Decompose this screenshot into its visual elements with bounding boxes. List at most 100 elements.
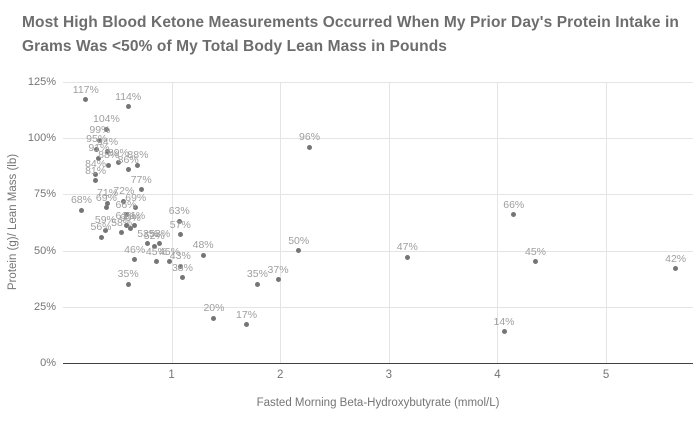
- x-axis-tick-label: 4: [494, 369, 501, 381]
- data-point: [119, 230, 125, 236]
- data-point-label: 86%: [117, 153, 139, 166]
- data-point-label: 59%: [94, 214, 116, 227]
- data-point-label: 35%: [117, 268, 139, 281]
- data-point: [200, 252, 206, 258]
- data-point: [105, 149, 111, 155]
- data-point: [125, 104, 131, 110]
- data-point-label: 61%: [115, 209, 137, 222]
- data-point-label: 94%: [97, 135, 119, 148]
- data-point: [157, 241, 163, 247]
- gridline-vertical: [280, 82, 282, 363]
- data-point-label: 88%: [98, 149, 120, 162]
- data-point-label: 57%: [169, 218, 191, 231]
- data-point-label: 48%: [192, 239, 214, 252]
- data-point-label: 38%: [171, 261, 193, 274]
- data-point-label: 61%: [124, 209, 146, 222]
- data-point-label: 63%: [168, 205, 190, 218]
- data-point: [102, 227, 108, 233]
- data-point-label: 50%: [288, 234, 310, 247]
- data-point-label: 53%: [137, 227, 159, 240]
- data-point-label: 95%: [86, 133, 108, 146]
- data-point: [176, 218, 182, 224]
- y-axis-tick-label: 25%: [33, 300, 56, 313]
- data-point: [127, 225, 133, 231]
- data-point: [138, 187, 144, 193]
- data-point-label: 35%: [246, 268, 268, 281]
- data-point-label: 60%: [119, 212, 141, 225]
- data-point-label: 114%: [115, 90, 142, 103]
- data-point: [177, 232, 183, 238]
- gridline-vertical: [606, 82, 608, 363]
- data-point: [177, 263, 183, 269]
- data-point-label: 99%: [89, 124, 111, 137]
- data-point: [93, 178, 99, 184]
- x-axis-tick-label: 2: [277, 369, 284, 381]
- data-point-label: 45%: [158, 245, 180, 258]
- x-axis-tick-label: 5: [602, 369, 610, 381]
- gridline-horizontal: [63, 194, 693, 196]
- data-point: [244, 322, 250, 328]
- data-point: [501, 329, 507, 335]
- gridline-horizontal: [63, 138, 693, 140]
- data-point-label: 52%: [143, 230, 165, 243]
- data-point: [151, 243, 157, 249]
- y-axis-tick-label: 125%: [27, 76, 56, 88]
- data-point-label: 69%: [95, 191, 117, 204]
- data-point-label: 69%: [125, 191, 147, 204]
- x-axis-title: Fasted Morning Beta-Hydroxybutyrate (mmo…: [256, 397, 500, 409]
- data-point: [96, 155, 102, 161]
- x-axis-tick-label: 1: [168, 369, 175, 381]
- data-point: [296, 248, 302, 254]
- data-point: [78, 207, 84, 213]
- data-point: [145, 241, 151, 247]
- data-point-label: 43%: [169, 250, 191, 263]
- data-point-label: 45%: [524, 245, 547, 258]
- data-point-label: 71%: [97, 187, 119, 200]
- data-point: [166, 259, 172, 265]
- data-point-label: 77%: [130, 173, 152, 186]
- data-point-label: 46%: [124, 243, 146, 256]
- data-point-label: 47%: [396, 241, 418, 254]
- data-point: [98, 234, 104, 240]
- y-axis-tick-label: 100%: [27, 132, 56, 145]
- data-point-label: 84%: [85, 158, 107, 171]
- data-point: [103, 205, 109, 211]
- gridline-horizontal: [63, 82, 693, 83]
- data-point-label: 53%: [149, 227, 171, 240]
- data-point: [121, 198, 127, 204]
- data-point: [179, 275, 185, 281]
- data-point: [307, 144, 313, 150]
- data-point-label: 89%: [107, 146, 129, 159]
- data-point: [511, 212, 517, 218]
- data-point-label: 68%: [70, 194, 92, 207]
- data-point: [133, 205, 139, 211]
- data-point: [125, 167, 131, 173]
- data-point: [106, 162, 112, 168]
- data-point: [275, 277, 281, 283]
- data-point-label: 14%: [493, 315, 515, 328]
- data-point: [254, 281, 260, 287]
- data-point-label: 72%: [113, 185, 135, 198]
- data-point: [132, 223, 138, 229]
- data-point: [132, 257, 138, 263]
- data-point-label: 56%: [90, 221, 112, 234]
- y-axis-tick-label: 0%: [40, 357, 56, 369]
- gridline-horizontal: [63, 250, 693, 252]
- data-point-label: 66%: [115, 198, 137, 211]
- data-point: [123, 223, 129, 229]
- data-point: [211, 315, 217, 321]
- data-point: [673, 266, 679, 272]
- data-point-label: 81%: [85, 164, 107, 177]
- data-point: [105, 200, 111, 206]
- data-point: [103, 126, 109, 132]
- data-point: [94, 146, 100, 152]
- data-point: [97, 137, 103, 143]
- y-axis-title: Protein (g)/ Lean Mass (lb): [7, 153, 19, 291]
- data-point-label: 17%: [236, 308, 258, 321]
- chart-title: Most High Blood Ketone Measurements Occu…: [22, 14, 679, 55]
- gridline-vertical: [388, 82, 390, 363]
- data-point-label: 42%: [665, 252, 687, 265]
- data-point: [153, 259, 159, 265]
- gridline-horizontal: [63, 306, 693, 308]
